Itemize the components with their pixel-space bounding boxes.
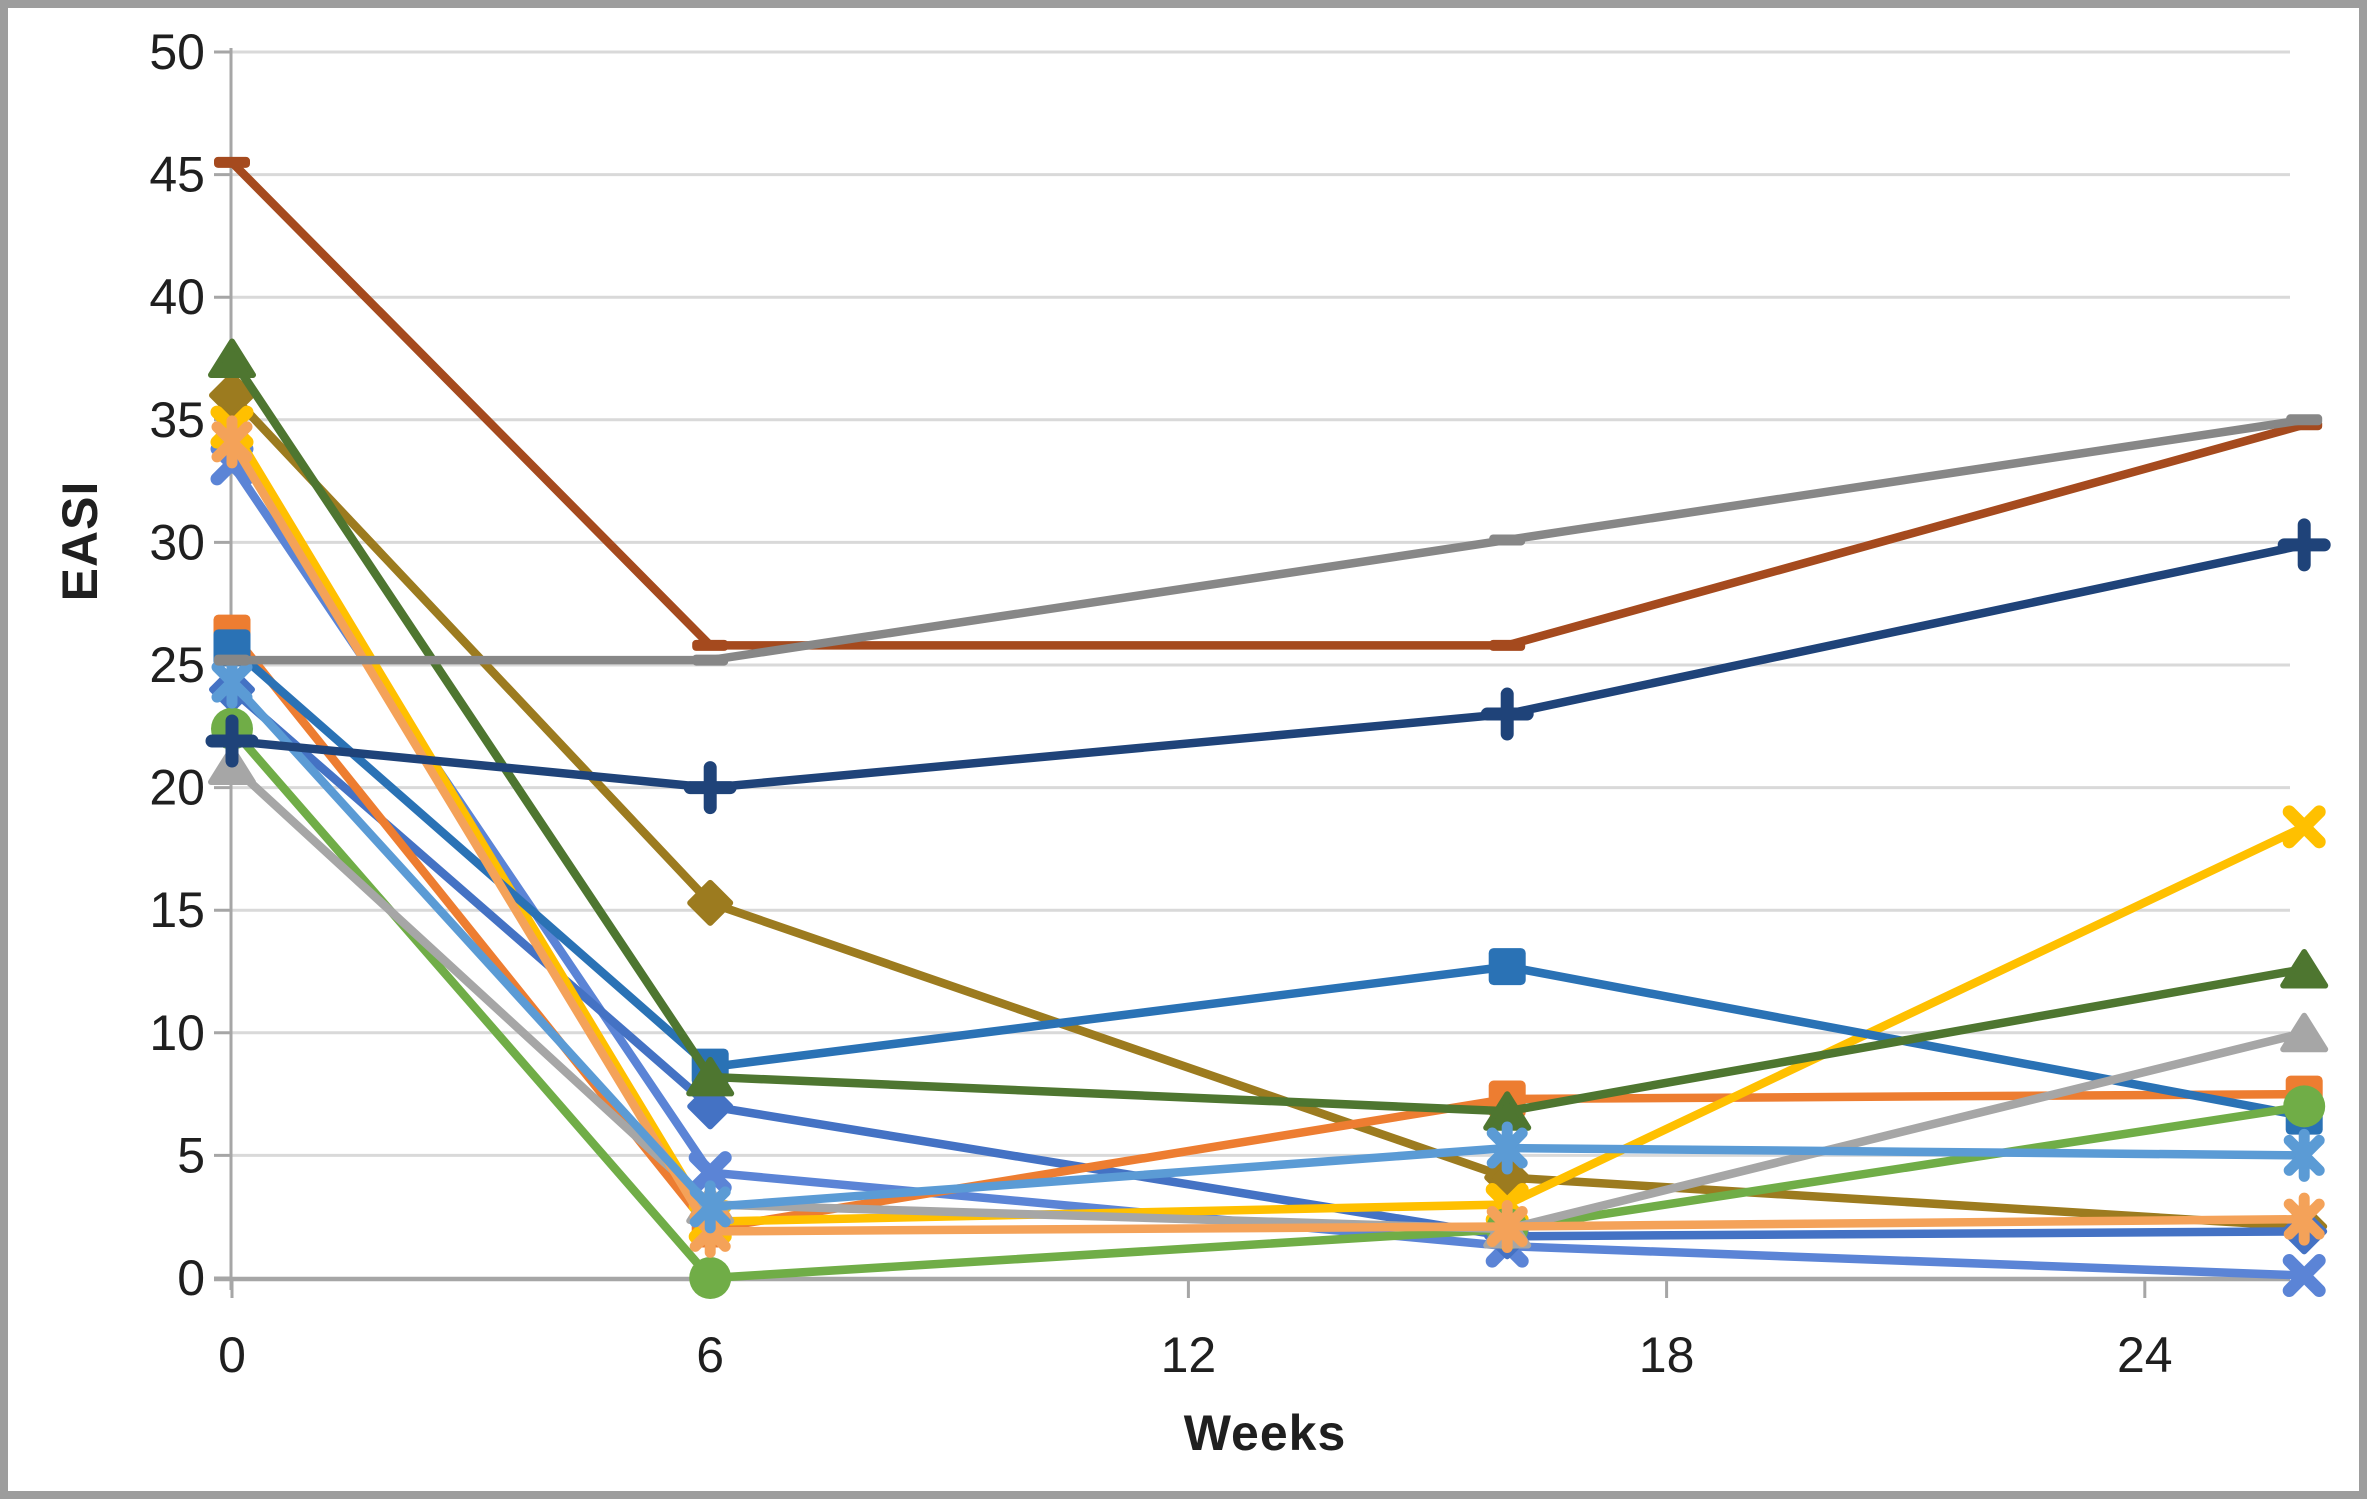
marker-plus: [1480, 687, 1534, 741]
y-tick-label-50: 50: [149, 24, 205, 80]
series-line-S04: [227, 685, 2309, 1241]
marker-x: [2282, 805, 2326, 849]
y-tick-label-20: 20: [149, 760, 205, 816]
marker-plus: [683, 761, 737, 815]
marker-plus: [2277, 518, 2331, 572]
marker-asterisk: [211, 655, 253, 709]
marker-triangle: [208, 338, 256, 378]
marker-dash: [1489, 534, 1526, 546]
series-line-S08: [227, 354, 2309, 1116]
y-tick-label-10: 10: [149, 1005, 205, 1061]
x-tick-label-18: 18: [1639, 1327, 1695, 1383]
marker-asterisk: [2283, 1192, 2325, 1246]
y-tick-label-30: 30: [149, 514, 205, 570]
series-line-S10: [227, 761, 2309, 1234]
series-line-S01: [227, 158, 2309, 650]
marker-asterisk: [1486, 1121, 1528, 1175]
series-line-S11: [227, 437, 2309, 1236]
y-tick-label-45: 45: [149, 147, 205, 203]
marker-asterisk: [1486, 1200, 1528, 1254]
marker-asterisk: [689, 1180, 731, 1234]
marker-dash: [692, 639, 729, 651]
x-tick-label-24: 24: [2117, 1327, 2173, 1383]
x-tick-label-6: 6: [696, 1327, 724, 1383]
marker-asterisk: [211, 415, 253, 469]
marker-dash: [692, 654, 729, 666]
y-tick-label-5: 5: [177, 1127, 205, 1183]
x-tick-label-0: 0: [218, 1327, 246, 1383]
marker-x: [2282, 1254, 2326, 1298]
y-tick-label-15: 15: [149, 882, 205, 938]
series-line-S02: [227, 391, 2309, 1231]
marker-dash: [214, 156, 250, 168]
x-axis-title: Weeks: [1183, 1405, 1347, 1461]
marker-circle: [2283, 1085, 2326, 1128]
marker-circle: [689, 1257, 732, 1299]
y-axis-title: EASI: [52, 480, 108, 602]
series-line-S13: [227, 540, 2309, 792]
marker-plus: [205, 714, 259, 768]
easi-line-chart: 0 5 10 15 20 25 30 35 40 45 50 0 6 12 18 24: [149, 24, 2331, 1383]
marker-dash: [214, 654, 250, 666]
series-line-S09: [227, 724, 2309, 1283]
series-line-S12: [227, 677, 2309, 1212]
marker-dash: [1489, 639, 1526, 651]
y-tick-label-0: 0: [177, 1250, 205, 1306]
marker-x: [688, 1151, 732, 1195]
marker-diamond: [209, 372, 255, 419]
marker-triangle: [686, 1056, 735, 1097]
marker-square: [1488, 948, 1526, 986]
y-tick-label-35: 35: [149, 392, 205, 448]
x-tick-label-12: 12: [1161, 1327, 1217, 1383]
series-line-S14: [227, 415, 2309, 665]
marker-triangle: [2280, 1012, 2329, 1053]
marker-diamond: [687, 879, 734, 926]
marker-dash: [2286, 414, 2323, 426]
marker-asterisk: [2283, 1128, 2325, 1182]
marker-triangle: [2280, 949, 2329, 989]
y-tick-label-40: 40: [149, 269, 205, 325]
series-line-S05: [227, 628, 2309, 1234]
y-tick-label-25: 25: [149, 637, 205, 693]
